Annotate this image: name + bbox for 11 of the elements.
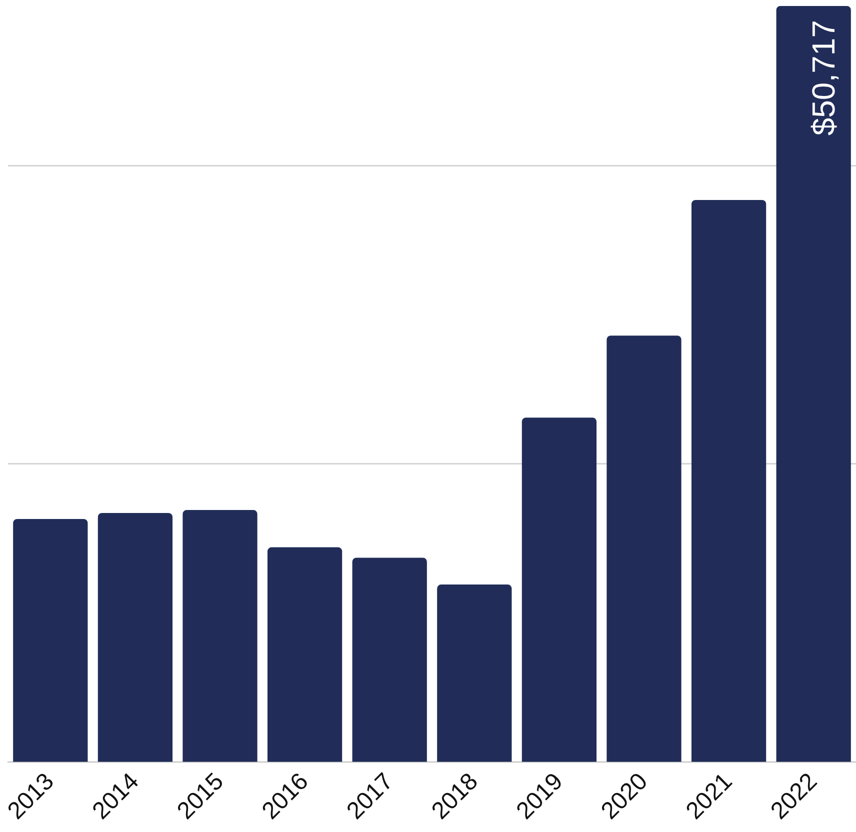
- bar: [437, 584, 512, 762]
- bar: [267, 547, 342, 762]
- bar: [776, 6, 851, 762]
- bar: [691, 200, 766, 762]
- bar: [352, 558, 427, 762]
- bar: [98, 512, 173, 762]
- bar: [606, 336, 682, 762]
- bar: [13, 518, 88, 762]
- bar: [522, 418, 597, 762]
- bar: [182, 510, 258, 762]
- data-label: $50,717: [805, 20, 842, 136]
